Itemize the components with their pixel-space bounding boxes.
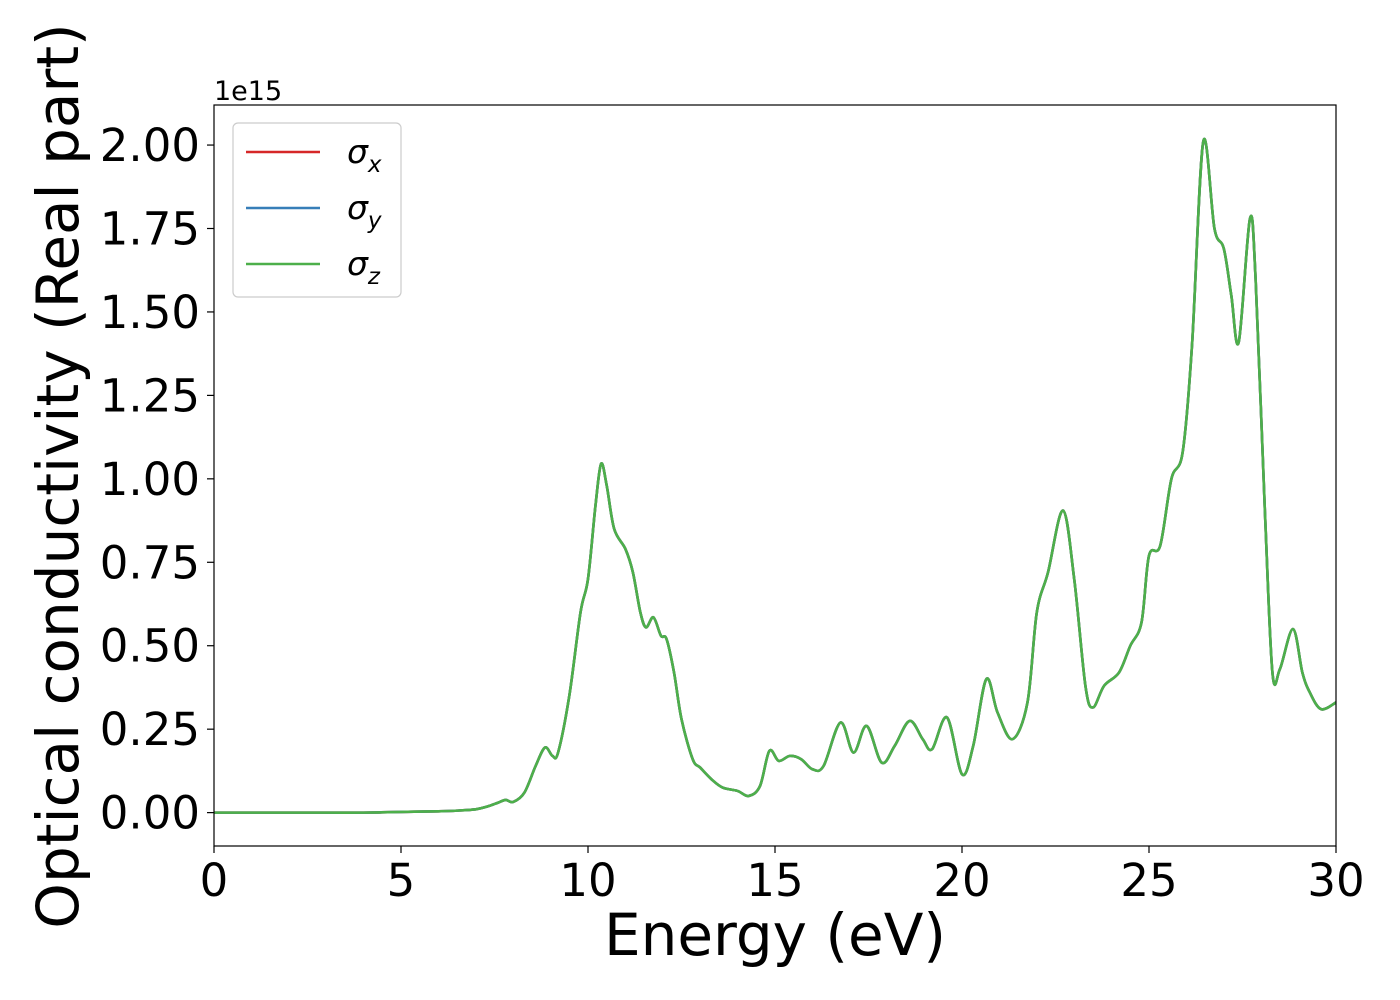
y-tick-label: 1.25: [100, 369, 200, 422]
legend-label: σy: [347, 188, 382, 234]
x-axis-label: Energy (eV): [604, 901, 946, 969]
x-tick-label: 20: [933, 854, 990, 907]
y-tick-label: 1.50: [100, 286, 200, 339]
legend-label-base: σ: [347, 188, 369, 227]
y-tick-label: 2.00: [100, 119, 200, 172]
series-line-3: [214, 137, 1336, 814]
legend-box: [232, 122, 402, 298]
x-tick-label: 10: [559, 854, 616, 907]
legend-label-base: σ: [347, 132, 369, 171]
x-tick-label: 5: [387, 854, 416, 907]
y-axis: 0.00 0.25 0.50 0.75 1.00 1.25 1.50 1.75 2.00: [100, 119, 214, 840]
x-axis: 0 5 10 15 20 25 30: [200, 846, 1365, 907]
legend-label-base: σ: [347, 244, 369, 283]
legend-label-subscript: z: [367, 264, 381, 290]
y-tick-label: 1.00: [100, 453, 200, 506]
y-tick-label: 0.25: [100, 703, 200, 756]
legend-label: σz: [347, 244, 381, 290]
x-tick-label: 25: [1120, 854, 1177, 907]
y-tick-label: 1.75: [100, 203, 200, 256]
y-tick-label: 0.50: [100, 620, 200, 673]
series-layer: [214, 137, 1336, 814]
x-tick-label: 30: [1307, 854, 1364, 907]
x-tick-label: 15: [746, 854, 803, 907]
y-axis-label: Optical conductivity (Real part): [24, 23, 92, 928]
legend-label-subscript: y: [367, 208, 382, 234]
y-tick-label: 0.75: [100, 536, 200, 589]
legend-label: σx: [347, 132, 382, 178]
legend-label-subscript: x: [367, 152, 382, 178]
x-tick-label: 0: [200, 854, 229, 907]
y-tick-label: 0.00: [100, 787, 200, 840]
y-offset-label: 1e15: [214, 76, 282, 107]
